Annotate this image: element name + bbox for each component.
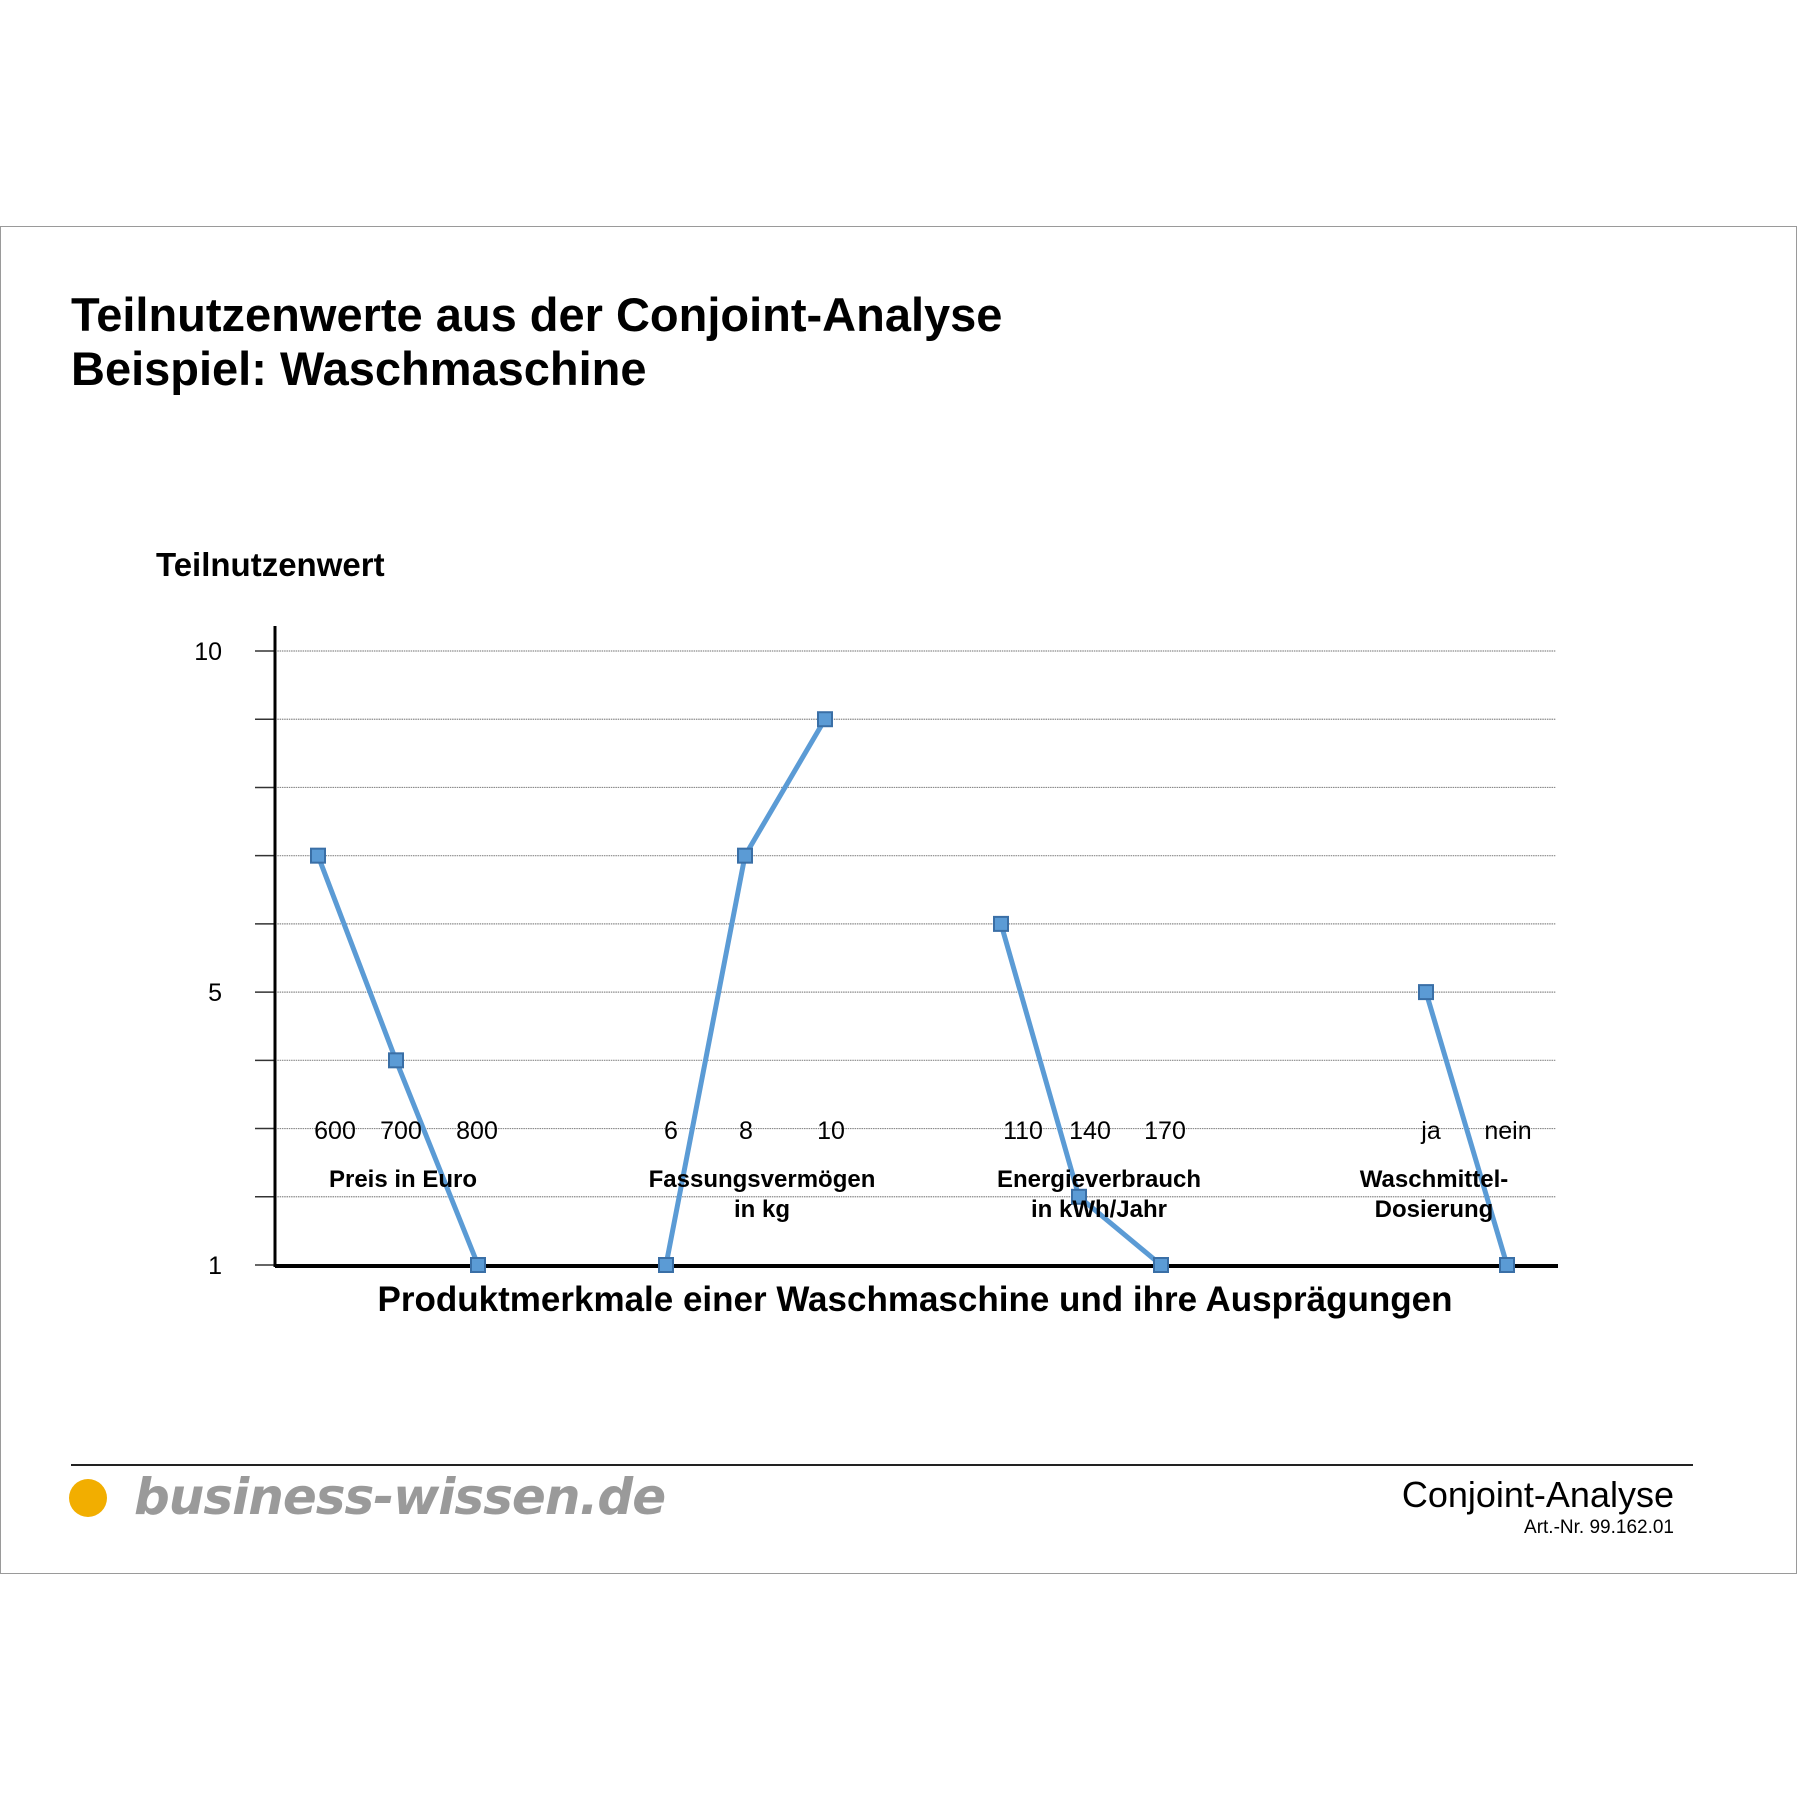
x-tick-label: nein xyxy=(1484,1117,1531,1145)
logo: business-wissen.de xyxy=(134,1468,666,1526)
x-tick-label: 600 xyxy=(314,1117,356,1145)
data-point xyxy=(658,1257,674,1273)
footer-doc-title: Conjoint-Analyse xyxy=(1401,1474,1674,1515)
x-tick-label: 140 xyxy=(1069,1117,1111,1145)
x-tick-label: 800 xyxy=(456,1117,498,1145)
x-tick-label: 700 xyxy=(380,1117,422,1145)
x-tick-label: 10 xyxy=(817,1117,845,1145)
category-label: Waschmittel- xyxy=(1360,1166,1508,1193)
data-point xyxy=(1418,984,1434,1001)
data-point xyxy=(737,847,753,864)
data-point xyxy=(470,1257,486,1273)
x-axis-label: Produktmerkmale einer Waschmaschine und … xyxy=(377,1280,1453,1319)
data-point xyxy=(993,915,1009,932)
x-tick-label: 170 xyxy=(1144,1117,1186,1145)
category-label: Fassungsvermögen xyxy=(649,1166,876,1193)
data-point xyxy=(1071,1188,1087,1205)
category-label: Dosierung xyxy=(1375,1196,1494,1223)
footer-article-number: Art.-Nr. 99.162.01 xyxy=(1524,1517,1674,1538)
data-point xyxy=(310,847,326,864)
logo-dot-icon xyxy=(69,1479,107,1517)
slide-frame xyxy=(0,226,1797,1574)
page-title: Teilnutzenwerte aus der Conjoint-Analyse… xyxy=(71,288,1002,396)
series-line xyxy=(1423,991,1510,1266)
category-label: in kg xyxy=(734,1196,790,1223)
y-tick-label: 10 xyxy=(194,638,222,666)
x-tick-label: ja xyxy=(1420,1117,1441,1145)
data-point xyxy=(1153,1257,1169,1273)
y-tick-label: 1 xyxy=(208,1252,222,1280)
title-line-2: Beispiel: Waschmaschine xyxy=(71,342,647,395)
x-tick-label: 6 xyxy=(664,1117,678,1145)
data-point xyxy=(817,711,833,728)
title-line-1: Teilnutzenwerte aus der Conjoint-Analyse xyxy=(71,288,1003,341)
category-label: in kWh/Jahr xyxy=(1031,1196,1167,1223)
category-label: Preis in Euro xyxy=(329,1166,477,1193)
footer-divider xyxy=(71,1464,1693,1466)
data-point xyxy=(388,1052,404,1069)
x-tick-label: 8 xyxy=(739,1117,753,1145)
y-tick-label: 5 xyxy=(208,979,222,1007)
x-tick-label: 110 xyxy=(1003,1117,1043,1145)
category-label: Energieverbrauch xyxy=(997,1166,1201,1193)
data-point xyxy=(1499,1257,1515,1273)
y-axis-label: Teilnutzenwert xyxy=(156,546,385,583)
